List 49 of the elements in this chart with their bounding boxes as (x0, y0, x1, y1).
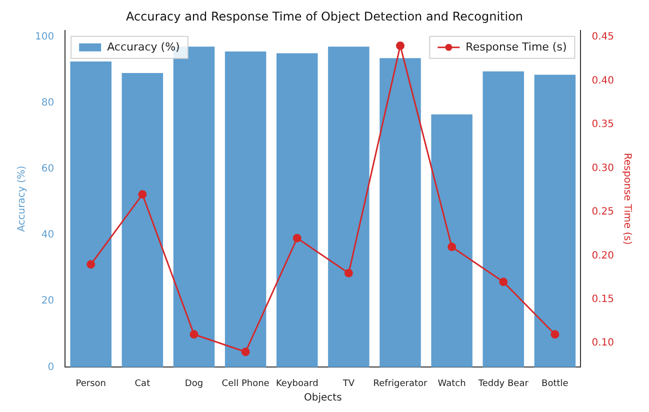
y2-tick-label: 0.40 (592, 75, 614, 86)
x-tick-label: Refrigerator (373, 378, 428, 389)
bar (328, 46, 370, 368)
bar (276, 53, 318, 368)
x-tick-label: TV (342, 378, 356, 389)
legend-label: Accuracy (%) (107, 40, 180, 54)
point (396, 41, 405, 50)
y-tick-label: 100 (34, 31, 54, 42)
x-tick-label: Dog (184, 378, 204, 389)
bar (431, 114, 472, 368)
x-tick-label: Teddy Bear (477, 378, 529, 389)
y2-tick-label: 0.25 (592, 206, 614, 218)
y-tick-label: 60 (41, 163, 54, 174)
y2-tick-label: 0.15 (592, 294, 614, 305)
bar (482, 71, 524, 368)
x-tick-label: Watch (438, 378, 466, 389)
y2-tick-label: 0.45 (592, 32, 614, 43)
y2-tick-label: 0.30 (592, 162, 614, 174)
point (550, 330, 560, 339)
x-tick-label: Person (76, 378, 106, 389)
y2-tick-label: 0.20 (592, 250, 614, 262)
x-tick-label: Cell Phone (222, 378, 270, 389)
legend-label: Response Time (s) (466, 40, 567, 54)
bar (70, 61, 112, 368)
point (241, 348, 250, 356)
point (138, 190, 147, 199)
y-tick-label: 80 (41, 97, 54, 108)
y-tick-label: 20 (41, 296, 54, 307)
point (292, 234, 302, 242)
x-tick-label: Keyboard (276, 378, 318, 389)
bar (122, 73, 164, 368)
y2-tick-label: 0.10 (592, 338, 614, 349)
x-tick-label: Bottle (542, 378, 569, 389)
point (448, 242, 456, 252)
point (86, 260, 96, 269)
y2-tick-label: 0.35 (592, 119, 614, 130)
y-tick-label: 0 (48, 362, 54, 373)
point (499, 278, 508, 286)
y-axis-title: Accuracy (%) (16, 166, 28, 232)
chart-title: Accuracy and Response Time of Object Detection and Recognition (126, 9, 524, 24)
point (190, 330, 198, 339)
y2-axis-title: Response Time (s) (621, 152, 632, 245)
x-tick-label: Cat (134, 378, 151, 389)
bar (224, 52, 266, 368)
point (344, 268, 353, 278)
bar (380, 58, 421, 368)
y-tick-label: 40 (41, 230, 54, 241)
x-axis-title: Objects (304, 392, 342, 404)
bar (534, 74, 576, 368)
